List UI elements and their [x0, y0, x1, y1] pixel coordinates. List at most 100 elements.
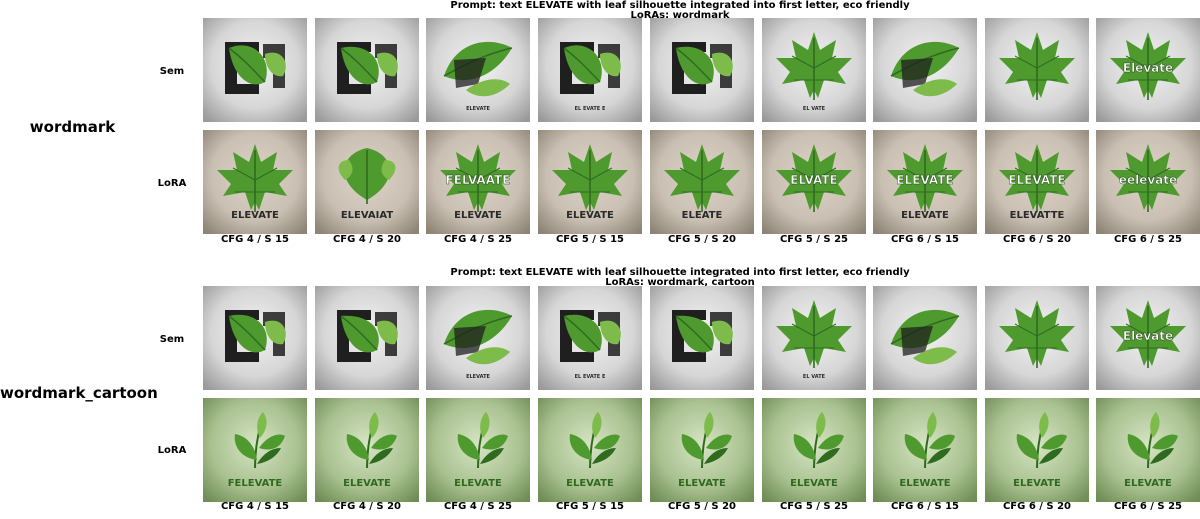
image-caption-text: EL VATE	[803, 374, 826, 380]
image-caption-text: FELEVATE	[228, 478, 283, 489]
image-caption-text: EL EVATE E	[575, 374, 606, 380]
image-caption-text: ELEVATE	[790, 478, 838, 489]
leaf-logo-icon: FELEVATE	[203, 398, 307, 502]
image-caption-text: ELEVATE	[454, 478, 502, 489]
generated-image-tile: ELEVATE	[203, 130, 307, 234]
image-overlay-text: eelevate	[1119, 173, 1177, 187]
generated-image-tile: ELEVATE	[762, 398, 866, 502]
leaf-logo-icon	[985, 18, 1089, 122]
leaf-logo-icon	[203, 286, 307, 390]
generated-image-tile	[985, 286, 1089, 390]
generated-image-tile: ELEVATE	[315, 398, 419, 502]
generated-image-tile: ELEATE	[650, 130, 754, 234]
generated-image-tile	[873, 286, 977, 390]
row-label-lora: LoRA	[157, 178, 187, 189]
image-caption-text: ELEATE	[682, 210, 723, 221]
leaf-logo-icon	[873, 18, 977, 122]
generated-image-tile: ELEVATE	[426, 398, 530, 502]
generated-image-tile: Elevate	[1096, 18, 1200, 122]
generated-image-tile: EL VATE	[762, 18, 866, 122]
image-overlay-text: Elevate	[1123, 61, 1173, 75]
image-caption-text: ELEVATE	[678, 478, 726, 489]
generated-image-tile: ELEVATE	[650, 398, 754, 502]
image-caption-text: ELEVATE	[466, 106, 490, 112]
leaf-logo-icon: ELEVATE	[650, 398, 754, 502]
column-label: CFG 6 / S 25	[1113, 234, 1183, 245]
leaf-logo-icon: EL EVATE E	[538, 18, 642, 122]
generated-image-tile: Elevate	[1096, 286, 1200, 390]
generated-image-tile: ELEVATE ELEVATTE	[985, 130, 1089, 234]
leaf-logo-icon	[873, 286, 977, 390]
generated-image-tile: ELEVATE ELEVATE	[873, 130, 977, 234]
column-label: CFG 5 / S 15	[555, 501, 625, 512]
image-caption-text: ELEVATE	[454, 210, 502, 221]
image-caption-text: ELEVATTE	[1010, 210, 1065, 221]
leaf-logo-icon: FELVAATE ELEVATE	[426, 130, 530, 234]
generated-image-tile	[315, 286, 419, 390]
image-overlay-text: ELVATE	[790, 173, 837, 187]
column-label: CFG 4 / S 25	[443, 501, 513, 512]
prompt-line-1: Prompt: text ELEVATE with leaf silhouett…	[450, 267, 910, 278]
generated-image-tile: ELEVATE	[538, 130, 642, 234]
column-label: CFG 5 / S 25	[779, 501, 849, 512]
generated-image-tile: ELEVATE	[426, 286, 530, 390]
column-label: CFG 5 / S 15	[555, 234, 625, 245]
row-label-sem: Sem	[159, 66, 185, 77]
leaf-logo-icon: ELEVATE ELEVATTE	[985, 130, 1089, 234]
image-caption-text: ELEVATE	[343, 478, 391, 489]
column-label: CFG 6 / S 20	[1002, 501, 1072, 512]
image-caption-text: ELEVATE	[1013, 478, 1061, 489]
leaf-logo-icon	[650, 286, 754, 390]
generated-image-tile: ELEVATE	[1096, 398, 1200, 502]
column-label: CFG 5 / S 20	[667, 234, 737, 245]
leaf-logo-icon: ELEVATE ELEVATE	[873, 130, 977, 234]
column-label: CFG 4 / S 25	[443, 234, 513, 245]
generated-image-tile: ELEWATE	[873, 398, 977, 502]
image-overlay-text: Elevate	[1123, 329, 1173, 343]
column-label: CFG 5 / S 20	[667, 501, 737, 512]
section-label: wordmark	[29, 118, 116, 136]
row-label-sem: Sem	[159, 334, 185, 345]
leaf-logo-icon	[203, 18, 307, 122]
image-caption-text: ELEVATE	[231, 210, 279, 221]
column-label: CFG 6 / S 15	[890, 234, 960, 245]
column-label: CFG 5 / S 25	[779, 234, 849, 245]
column-label: CFG 6 / S 20	[1002, 234, 1072, 245]
generated-image-tile: ELVATE	[762, 130, 866, 234]
generated-image-tile	[873, 18, 977, 122]
generated-image-tile: EL EVATE E	[538, 286, 642, 390]
column-label: CFG 6 / S 15	[890, 501, 960, 512]
leaf-logo-icon	[315, 286, 419, 390]
image-caption-text: ELEVATE	[566, 478, 614, 489]
column-label: CFG 6 / S 25	[1113, 501, 1183, 512]
section-label: wordmark_cartoon	[0, 384, 158, 402]
generated-image-tile: ELEVATE	[538, 398, 642, 502]
generated-image-tile	[650, 286, 754, 390]
leaf-logo-icon: Elevate	[1096, 286, 1200, 390]
leaf-logo-icon	[315, 18, 419, 122]
prompt-line-1: Prompt: text ELEVATE with leaf silhouett…	[450, 0, 910, 11]
image-caption-text: EL VATE	[803, 106, 826, 112]
leaf-logo-icon: ELEATE	[650, 130, 754, 234]
leaf-logo-icon: ELEVATE	[762, 398, 866, 502]
generated-image-tile: eelevate	[1096, 130, 1200, 234]
leaf-logo-icon: ELEVATE	[538, 398, 642, 502]
generated-image-tile: EL VATE	[762, 286, 866, 390]
leaf-logo-icon: ELEVATE	[985, 398, 1089, 502]
leaf-logo-icon: ELEVATE	[426, 398, 530, 502]
column-label: CFG 4 / S 20	[332, 501, 402, 512]
generated-image-tile	[203, 18, 307, 122]
leaf-logo-icon: ELVATE	[762, 130, 866, 234]
leaf-logo-icon	[985, 286, 1089, 390]
prompt-line-2: LoRAs: wordmark, cartoon	[605, 277, 755, 288]
image-caption-text: ELEVATE	[1124, 478, 1172, 489]
image-caption-text: ELEVATE	[566, 210, 614, 221]
generated-image-tile: ELEVATE	[426, 18, 530, 122]
generated-image-tile: EL EVATE E	[538, 18, 642, 122]
generated-image-tile	[315, 18, 419, 122]
leaf-logo-icon	[650, 18, 754, 122]
generated-image-tile: ELEVAIAT	[315, 130, 419, 234]
leaf-logo-icon: eelevate	[1096, 130, 1200, 234]
leaf-logo-icon: ELEVATE	[1096, 398, 1200, 502]
generated-image-tile: FELEVATE	[203, 398, 307, 502]
